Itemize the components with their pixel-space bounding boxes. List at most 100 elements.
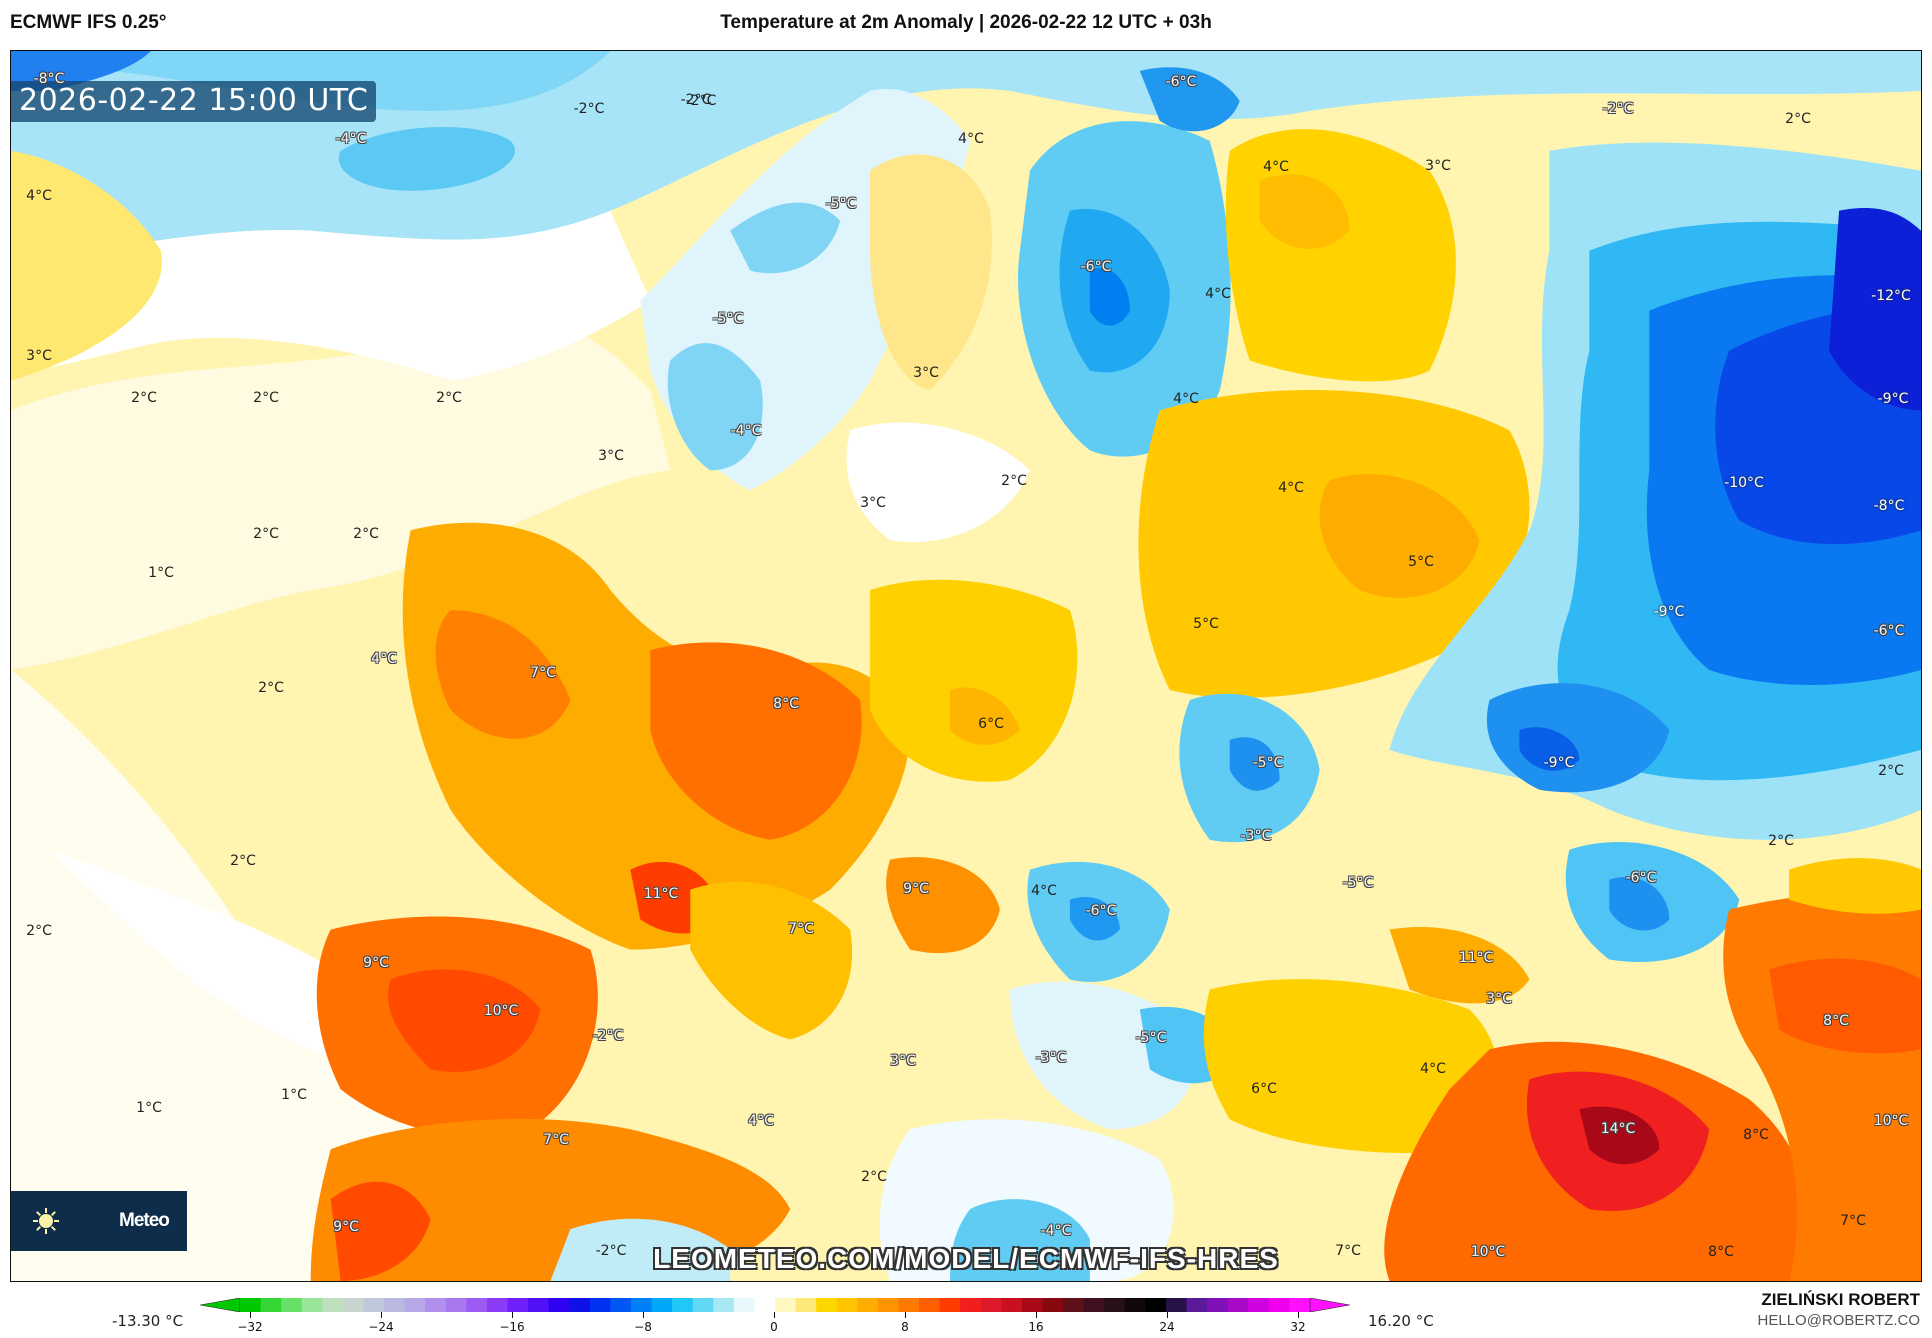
temperature-label: 5°C bbox=[1408, 554, 1434, 570]
colorbar-tick bbox=[1167, 1312, 1168, 1318]
temperature-label: 3°C bbox=[913, 365, 939, 381]
temperature-label: 6°C bbox=[978, 716, 1004, 732]
colorbar-tick-label: −32 bbox=[237, 1320, 263, 1334]
temperature-label: 10°C bbox=[1873, 1113, 1909, 1129]
temperature-label: -6°C bbox=[1085, 903, 1117, 919]
temperature-label: -5°C bbox=[1135, 1030, 1167, 1046]
temperature-label: -9°C bbox=[1877, 391, 1909, 407]
temperature-anomaly-map: 2026-02-22 15:00 UTC -8°C -2°C -2°C -4°C 4°C… bbox=[10, 50, 1922, 1282]
temperature-label: 2°C bbox=[1785, 111, 1811, 127]
temperature-label: 1°C bbox=[148, 565, 174, 581]
temperature-label: 2°C bbox=[1001, 473, 1027, 489]
colorbar-ticks: −32 −24 −16 −8 0 8 16 24 32 bbox=[200, 1312, 1350, 1338]
temperature-label: -2°C bbox=[1602, 101, 1634, 117]
temperature-label: 4°C bbox=[371, 651, 397, 667]
temperature-label: 7°C bbox=[1335, 1243, 1361, 1259]
colorbar-max-value: 16.20 °C bbox=[1368, 1312, 1434, 1330]
colorbar-tick-label: 8 bbox=[901, 1320, 909, 1334]
temperature-label: 4°C bbox=[1263, 159, 1289, 175]
temperature-label: 7°C bbox=[788, 921, 814, 937]
temperature-label: 2°C bbox=[253, 526, 279, 542]
temperature-label: -12°C bbox=[1871, 288, 1911, 304]
colorbar-tick-label: −24 bbox=[368, 1320, 394, 1334]
temperature-label: -2°C bbox=[595, 1243, 627, 1259]
temperature-label: 1°C bbox=[281, 1087, 307, 1103]
temperature-label: -9°C bbox=[1653, 604, 1685, 620]
temperature-label: 5°C bbox=[1193, 616, 1219, 632]
temperature-label: 10°C bbox=[483, 1003, 519, 1019]
temperature-label: 2°C bbox=[1768, 833, 1794, 849]
temperature-label: 1°C bbox=[136, 1100, 162, 1116]
colorbar-tick-label: 24 bbox=[1159, 1320, 1175, 1334]
temperature-label: 11°C bbox=[1458, 950, 1494, 966]
temperature-label: -6°C bbox=[1873, 623, 1905, 639]
source-watermark: LEOMETEO.COM/MODEL/ECMWF-IFS-HRES bbox=[653, 1243, 1279, 1274]
colorbar-min-value: -13.30 °C bbox=[112, 1312, 184, 1330]
temperature-label: 2°C bbox=[436, 390, 462, 406]
temperature-label: 2°C bbox=[353, 526, 379, 542]
colorbar-tick bbox=[774, 1312, 775, 1318]
temperature-label: 9°C bbox=[363, 955, 389, 971]
temperature-label: 10°C bbox=[1470, 1244, 1506, 1260]
colorbar-tick-label: 16 bbox=[1028, 1320, 1044, 1334]
temperature-label: -5°C bbox=[1342, 875, 1374, 891]
temperature-label: -4°C bbox=[730, 423, 762, 439]
temperature-label: -3°C bbox=[1240, 828, 1272, 844]
temperature-label: 2°C bbox=[1878, 763, 1904, 779]
author-name: ZIELIŃSKI ROBERT bbox=[1761, 1290, 1920, 1309]
temperature-label: -4°C bbox=[1040, 1223, 1072, 1239]
temperature-label: -4°C bbox=[335, 131, 367, 147]
temperature-label: -2°C bbox=[592, 1028, 624, 1044]
temperature-label: -8°C bbox=[1873, 498, 1905, 514]
temperature-label: 8°C bbox=[1743, 1127, 1769, 1143]
temperature-label: 7°C bbox=[530, 665, 556, 681]
temperature-label: -9°C bbox=[1543, 755, 1575, 771]
temperature-label: 2°C bbox=[26, 923, 52, 939]
colorbar-tick-label: 0 bbox=[770, 1320, 778, 1334]
temperature-label: 2°C bbox=[861, 1169, 887, 1185]
valid-time-badge: 2026-02-22 15:00 UTC bbox=[11, 81, 377, 122]
colorbar-gradient bbox=[200, 1298, 1350, 1312]
temperature-label: -2°C bbox=[680, 92, 712, 108]
model-name: ECMWF IFS 0.25° bbox=[10, 12, 167, 33]
temperature-label: 3°C bbox=[1486, 991, 1512, 1007]
temperature-label: -2°C bbox=[573, 101, 605, 117]
author-email: HELLO@ROBERTZ.CO bbox=[1757, 1312, 1920, 1329]
colorbar: −32 −24 −16 −8 0 8 16 24 32 bbox=[200, 1298, 1350, 1338]
temperature-label: -3°C bbox=[1035, 1050, 1067, 1066]
temperature-label: 4°C bbox=[1420, 1061, 1446, 1077]
temperature-label: 4°C bbox=[1031, 883, 1057, 899]
colorbar-tick bbox=[905, 1312, 906, 1318]
temperature-label: -5°C bbox=[1252, 755, 1284, 771]
colorbar-tick bbox=[1298, 1312, 1299, 1318]
temperature-label: 7°C bbox=[1840, 1213, 1866, 1229]
temperature-label: -5°C bbox=[825, 196, 857, 212]
temperature-label: 8°C bbox=[773, 696, 799, 712]
colorbar-tick bbox=[1036, 1312, 1037, 1318]
temperature-label: -6°C bbox=[1625, 870, 1657, 886]
colorbar-tick bbox=[250, 1312, 251, 1318]
sun-icon bbox=[33, 1208, 59, 1234]
colorbar-tick-label: −8 bbox=[634, 1320, 652, 1334]
temperature-label: 7°C bbox=[543, 1132, 569, 1148]
temperature-label: 2°C bbox=[230, 853, 256, 869]
temperature-label: 2°C bbox=[131, 390, 157, 406]
temperature-label: 3°C bbox=[598, 448, 624, 464]
temperature-label: 2°C bbox=[253, 390, 279, 406]
temperature-label: -6°C bbox=[1080, 259, 1112, 275]
temperature-label: 11°C bbox=[643, 886, 679, 902]
temperature-label: 9°C bbox=[333, 1219, 359, 1235]
temperature-label: -5°C bbox=[712, 311, 744, 327]
temperature-label: -8°C bbox=[33, 71, 65, 87]
temperature-label: 3°C bbox=[860, 495, 886, 511]
temperature-label: -6°C bbox=[1165, 74, 1197, 90]
temperature-label: 8°C bbox=[1708, 1244, 1734, 1260]
meteo-logo: Meteo bbox=[11, 1191, 187, 1251]
temperature-label: -2°C bbox=[685, 93, 717, 109]
temperature-label: 3°C bbox=[890, 1053, 916, 1069]
colorbar-tick bbox=[381, 1312, 382, 1318]
anomaly-field bbox=[11, 51, 1921, 1281]
temperature-label: 4°C bbox=[748, 1113, 774, 1129]
author-credit: ZIELIŃSKI ROBERT HELLO@ROBERTZ.CO bbox=[1758, 1290, 1920, 1329]
colorbar-tick bbox=[512, 1312, 513, 1318]
